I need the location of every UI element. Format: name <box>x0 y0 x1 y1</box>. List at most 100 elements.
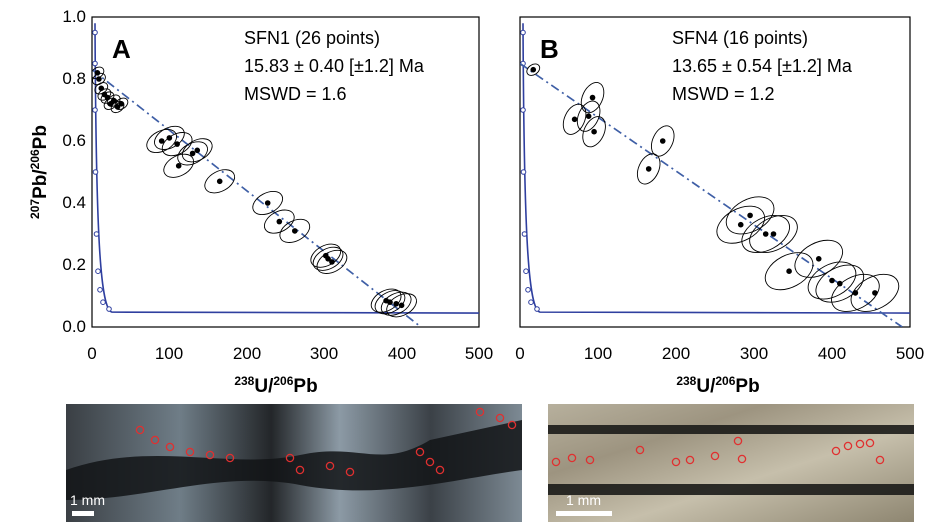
data-point <box>264 200 271 206</box>
error-ellipse <box>310 243 342 268</box>
photomicrograph-b: 1 mm <box>548 404 914 522</box>
data-point <box>291 228 298 234</box>
concordia-age-marker <box>523 268 529 275</box>
data-point <box>276 218 283 225</box>
data-point <box>398 302 405 309</box>
concordia-age-marker <box>92 107 98 113</box>
x-tick-label: 300 <box>740 344 768 363</box>
y-tick-label: 0.4 <box>62 193 86 212</box>
error-ellipse <box>163 153 195 178</box>
data-point <box>194 147 201 154</box>
analysis-spot <box>295 465 305 475</box>
data-point <box>591 128 597 135</box>
concordia-age-marker <box>520 107 526 113</box>
analysis-spot <box>435 465 445 475</box>
data-point <box>174 141 180 147</box>
thin-section-image-b <box>548 404 914 522</box>
error-ellipse <box>741 215 790 253</box>
y-axis-label-a: 207Pb/206Pb <box>28 125 51 219</box>
panel-a: A SFN1 (26 points) 15.83 ± 0.40 [±1.2] M… <box>62 7 493 363</box>
error-ellipse <box>716 205 766 244</box>
data-point <box>571 116 578 123</box>
dark-lamina <box>548 484 914 495</box>
analysis-spot <box>345 467 355 477</box>
error-ellipse <box>526 63 541 76</box>
analysis-spot <box>475 407 485 417</box>
error-ellipse <box>263 209 295 234</box>
scale-bar-a <box>72 511 94 516</box>
error-ellipse <box>370 288 402 313</box>
concordia-age-marker <box>100 299 106 306</box>
analysis-spot <box>495 413 505 423</box>
analysis-spot <box>831 446 841 456</box>
analysis-spot <box>635 445 645 455</box>
concordia-age-marker <box>106 306 112 312</box>
concordia-age-marker <box>525 287 531 293</box>
error-ellipse <box>636 153 661 185</box>
x-tick-label: 200 <box>662 344 690 363</box>
data-point <box>118 101 125 107</box>
data-marks-b <box>520 23 910 327</box>
error-ellipse <box>279 218 311 243</box>
data-point <box>94 70 101 76</box>
analysis-spot <box>710 451 720 461</box>
concordia-age-marker <box>520 29 526 36</box>
error-ellipse <box>582 116 606 148</box>
data-point <box>659 138 666 144</box>
data-point <box>589 94 596 101</box>
analysis-spot <box>325 461 335 471</box>
data-point <box>737 221 744 228</box>
data-point <box>762 231 769 237</box>
x-tick-label: 0 <box>515 344 524 363</box>
data-point <box>837 280 843 287</box>
x-tick-label: 400 <box>388 344 416 363</box>
age-annotation-b: 13.65 ± 0.54 [±1.2] Ma <box>672 56 853 76</box>
error-ellipse <box>204 169 236 194</box>
y-tick-label: 0.6 <box>62 131 86 150</box>
x-tick-label: 400 <box>818 344 846 363</box>
error-ellipse <box>815 264 865 303</box>
concordia-age-marker <box>534 306 540 312</box>
data-point <box>829 277 835 284</box>
data-point <box>786 268 792 275</box>
analysis-spot <box>150 435 160 445</box>
error-ellipse <box>725 196 775 235</box>
y-tick-label: 1.0 <box>62 7 86 26</box>
x-tick-label: 300 <box>310 344 338 363</box>
mswd-annotation-b: MSWD = 1.2 <box>672 84 775 104</box>
error-ellipse <box>831 273 880 312</box>
scale-label-a: 1 mm <box>70 492 105 508</box>
analysis-spot <box>843 441 853 451</box>
analysis-spot <box>551 457 561 467</box>
data-point <box>216 178 223 185</box>
error-ellipse <box>161 132 193 157</box>
panel-b: B SFN4 (16 points) 13.65 ± 0.54 [±1.2] M… <box>515 16 924 363</box>
analysis-spot <box>567 453 577 463</box>
analysis-spot <box>135 425 145 435</box>
error-ellipse <box>386 293 417 318</box>
data-point <box>158 138 165 144</box>
concordia-age-marker <box>93 231 100 237</box>
error-ellipse <box>650 125 675 157</box>
concordia-age-marker <box>92 60 98 67</box>
x-tick-label: 500 <box>896 344 924 363</box>
x-axis-label-a: 238U/206Pb <box>234 374 317 397</box>
x-tick-label: 200 <box>233 344 261 363</box>
error-ellipse <box>114 97 129 110</box>
scale-label-b: 1 mm <box>566 492 601 508</box>
analysis-spot <box>165 442 175 452</box>
concordia-age-marker <box>521 231 528 237</box>
data-point <box>815 255 822 262</box>
error-ellipse <box>764 252 814 291</box>
data-marks-a <box>92 23 479 327</box>
data-point <box>872 290 878 296</box>
age-annotation-a: 15.83 ± 0.40 [±1.2] Ma <box>244 56 425 76</box>
error-ellipse <box>316 249 348 274</box>
error-ellipse <box>154 125 185 150</box>
scale-bar-b <box>556 511 612 516</box>
photomicrograph-a: 1 mm <box>66 404 522 522</box>
analysis-spot <box>507 420 517 430</box>
analysis-spot <box>865 438 875 448</box>
data-point <box>325 255 331 262</box>
